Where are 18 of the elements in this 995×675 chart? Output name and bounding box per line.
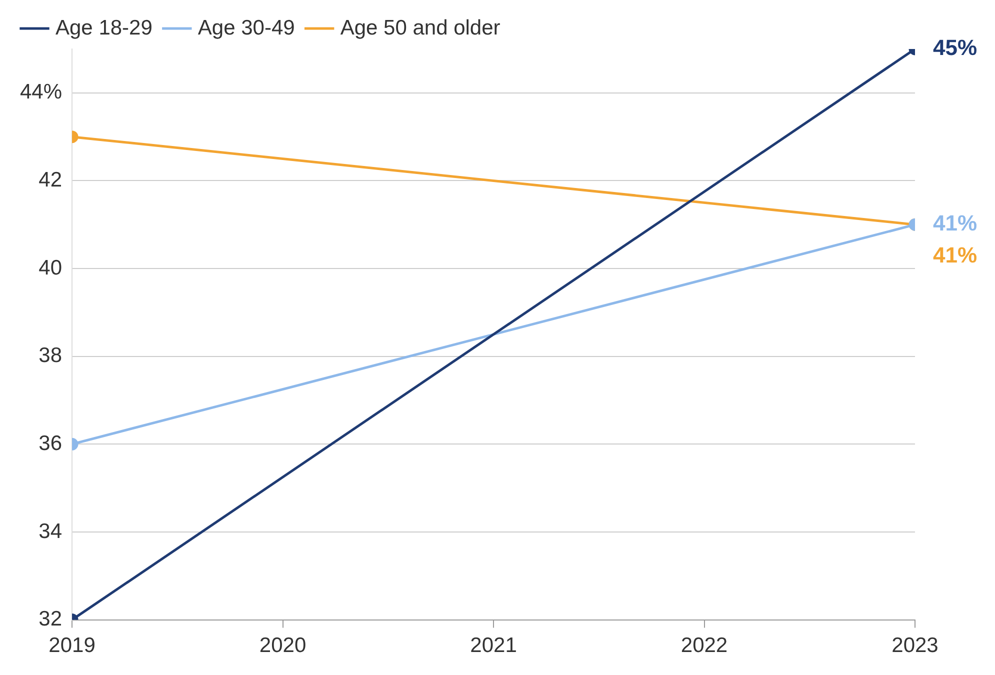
- x-tick-label: 2023: [892, 634, 938, 658]
- y-tick-label: 36: [38, 432, 62, 455]
- legend-label: Age 30-49: [198, 16, 295, 40]
- y-tick-label: 34: [38, 520, 62, 543]
- x-tick-label: 2021: [470, 634, 517, 658]
- y-tick-label: 44%: [20, 80, 62, 104]
- legend-label: Age 50 and older: [340, 16, 500, 40]
- data-label: 45%: [933, 35, 978, 60]
- x-tick-label: 2022: [680, 634, 728, 658]
- y-tick-label: 32: [38, 608, 62, 631]
- legend-label: Age 18-29: [56, 16, 152, 40]
- data-label: 41%: [933, 242, 978, 268]
- x-tick-label: 2020: [259, 634, 306, 658]
- y-tick-label: 38: [38, 344, 62, 368]
- data-label: 41%: [933, 210, 978, 236]
- x-tick-label: 2019: [48, 634, 96, 658]
- y-tick-label: 40: [38, 256, 62, 280]
- y-tick-label: 42: [38, 168, 62, 192]
